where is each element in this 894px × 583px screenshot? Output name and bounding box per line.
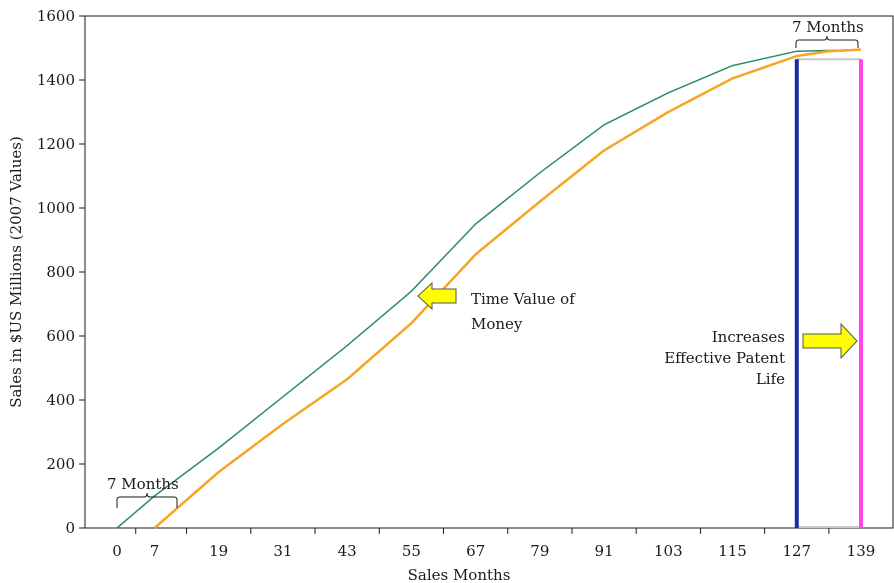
- brace-top-label: 7 Months: [792, 18, 864, 36]
- x-tick-label: 7: [150, 542, 160, 560]
- series-lines: [116, 48, 863, 529]
- time-value-label-line2: Money: [471, 315, 523, 333]
- y-tick-label: 1600: [37, 7, 75, 25]
- x-tick-label: 79: [530, 542, 549, 560]
- x-tick-label: 115: [718, 542, 747, 560]
- y-tick-label: 0: [65, 519, 75, 537]
- x-tick-label: 139: [847, 542, 876, 560]
- patent-label-line2: Effective Patent: [664, 349, 785, 367]
- y-axis-title: Sales in $US Millions (2007 Values): [7, 136, 25, 408]
- time-value-arrow: [417, 281, 457, 311]
- time-value-label-line1: Time Value of: [471, 290, 576, 308]
- x-axis-title: Sales Months: [408, 566, 511, 583]
- brace-bottom: [116, 492, 178, 508]
- annotations: 7 Months 7 Months Time Value of Money In…: [107, 18, 864, 508]
- brace-bottom-label: 7 Months: [107, 475, 179, 493]
- x-tick-label: 103: [654, 542, 683, 560]
- y-tick-label: 800: [46, 263, 75, 281]
- plot-frame: [84, 15, 894, 529]
- y-tick-label: 1400: [37, 71, 75, 89]
- y-tick-label: 600: [46, 327, 75, 345]
- y-tick-label: 1000: [37, 199, 75, 217]
- brace-top: [795, 35, 859, 48]
- x-tick-label: 127: [782, 542, 811, 560]
- x-tick-label: 0: [112, 542, 122, 560]
- x-tick-label: 67: [466, 542, 485, 560]
- x-tick-label: 91: [595, 542, 614, 560]
- y-tick-label: 200: [46, 455, 75, 473]
- x-tick-label: 43: [338, 542, 357, 560]
- series-line-2: [153, 48, 862, 529]
- series-line-1: [116, 48, 862, 529]
- axes: 0 200 400 600 800 1000 1200 1400 1600 0 7 19 31 43 55 6…: [7, 7, 894, 583]
- patent-label-line3: Life: [756, 370, 785, 388]
- x-tick-label: 55: [402, 542, 421, 560]
- y-tick-label: 1200: [37, 135, 75, 153]
- y-tick-label: 400: [46, 391, 75, 409]
- patent-label-line1: Increases: [712, 328, 785, 346]
- x-tick-label: 31: [273, 542, 292, 560]
- patent-life-arrow: [802, 322, 858, 360]
- x-tick-label: 19: [209, 542, 228, 560]
